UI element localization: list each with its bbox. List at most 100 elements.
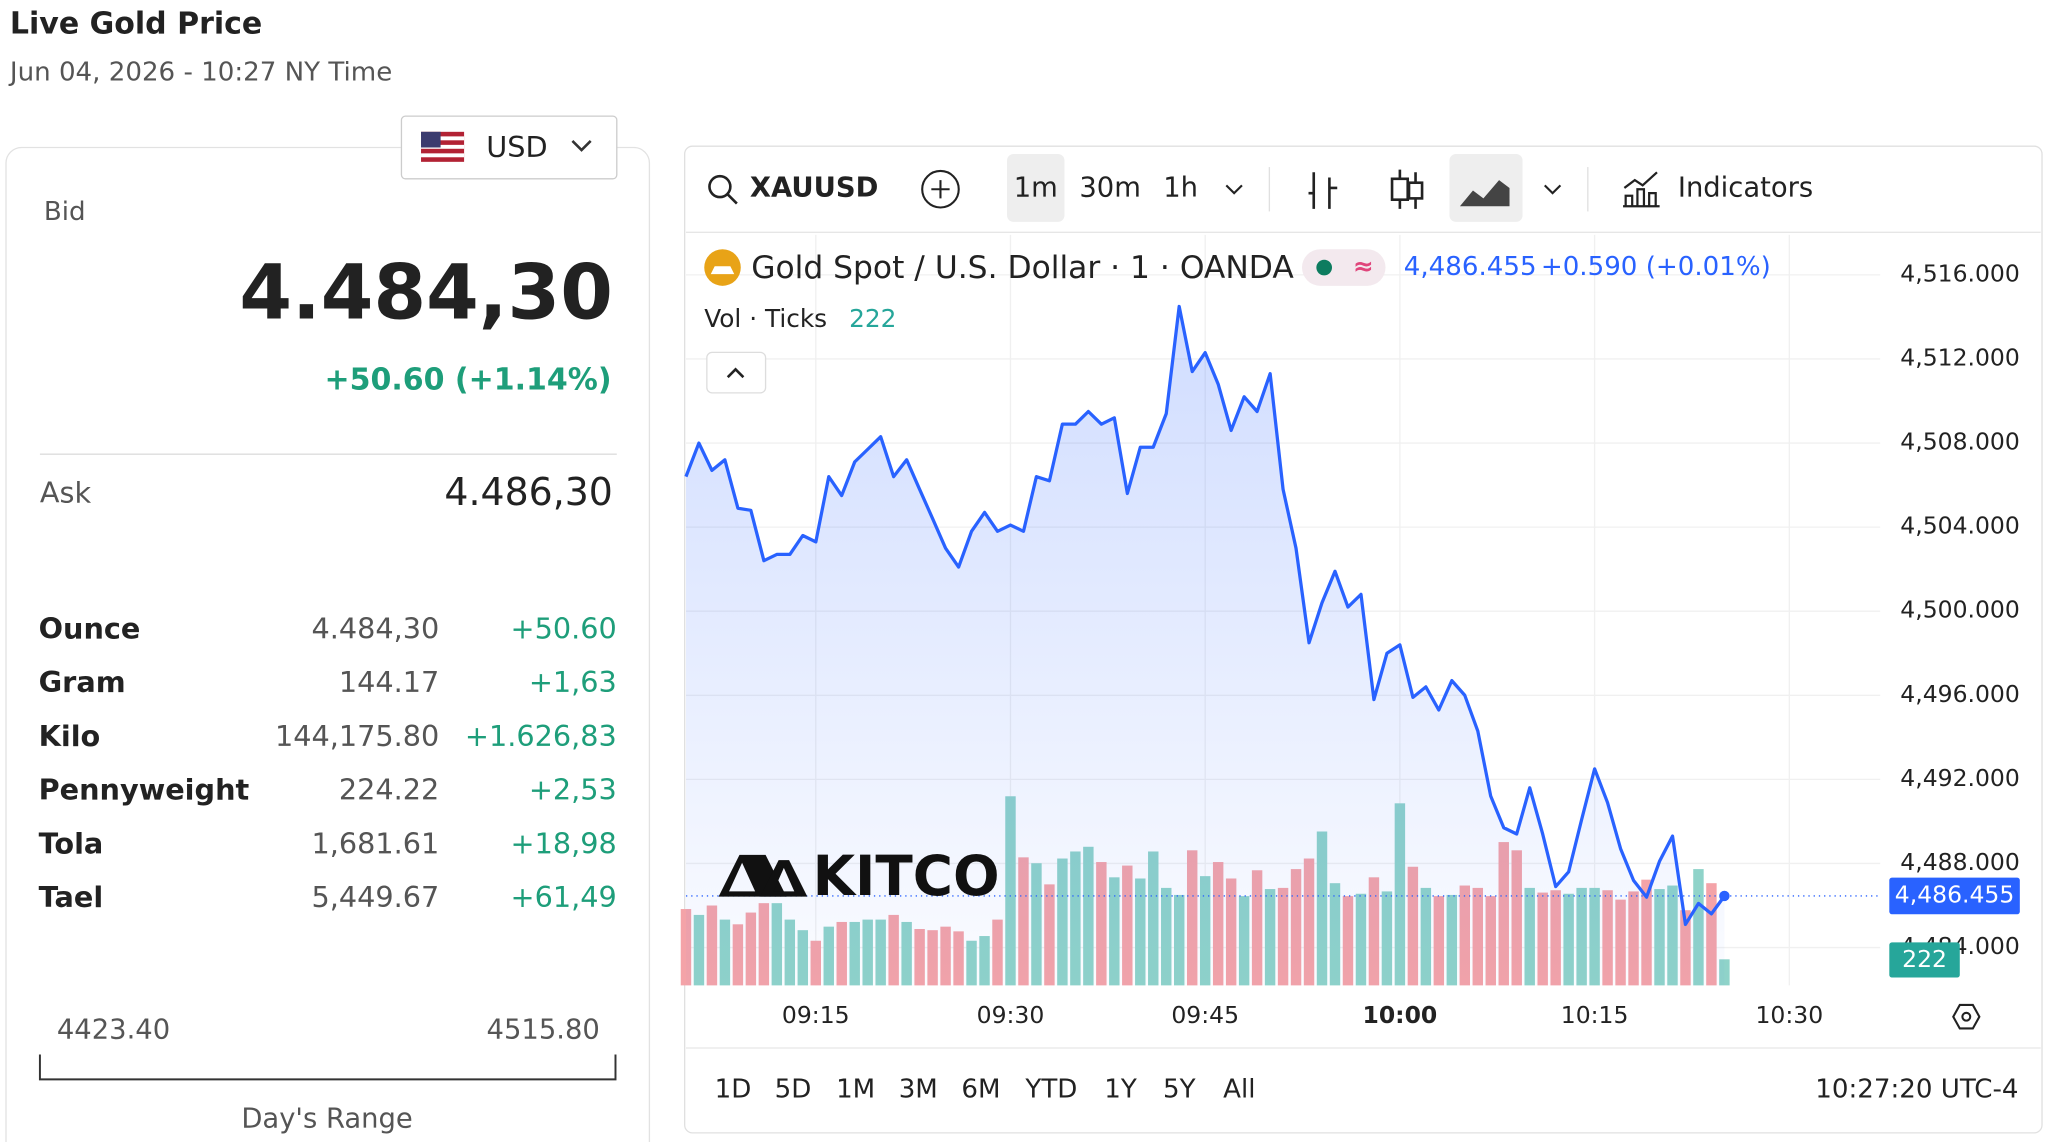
flag-stripe	[421, 136, 465, 141]
chart-style-active-bg	[1449, 154, 1523, 222]
volume-badge-label: 222	[1902, 945, 1947, 973]
y-tick-label: 4,512.000	[1900, 343, 2020, 371]
legend-change: +0.590 (+0.01%)	[1541, 252, 1771, 282]
candles-icon	[1390, 177, 1410, 201]
currency-select[interactable]: USD	[400, 115, 618, 180]
range-button[interactable]: 3M	[899, 1074, 938, 1104]
market-status	[1316, 259, 1333, 276]
unit-name: Gram	[39, 665, 126, 699]
range-buttons: 1D 5D 1M 3M 6M YTD 1Y 5Y All	[715, 1074, 1256, 1104]
symbol-logo	[710, 266, 735, 275]
bid-label: Bid	[44, 197, 86, 227]
clock: 10:27:20 UTC-4	[1815, 1074, 2018, 1104]
flag-stripe	[421, 144, 465, 149]
search-icon	[726, 193, 738, 205]
settings-icon[interactable]	[1952, 1003, 1981, 1030]
symbol[interactable]: XAUUSD	[750, 173, 878, 204]
y-tick-label: 4,500.000	[1900, 596, 2020, 624]
logo-text: KITCO	[813, 844, 1000, 908]
timestamp: Jun 04, 2026 - 10:27 NY Time	[8, 58, 392, 88]
range-button[interactable]: 1Y	[1104, 1074, 1137, 1104]
legend-title: Gold Spot / U.S. Dollar · 1 · OANDA	[751, 250, 1294, 286]
unit-price: 144,175.80	[275, 719, 439, 753]
interval-button[interactable]: 30m	[1079, 173, 1141, 204]
status-icon: ≈	[1353, 252, 1374, 281]
unit-price: 5,449.67	[311, 880, 439, 914]
ask-label: Ask	[40, 476, 92, 510]
last-point	[1719, 890, 1730, 902]
range-button[interactable]: 6M	[961, 1074, 1000, 1104]
indicators-icon[interactable]	[1623, 171, 1660, 208]
y-tick-label: 4,488.000	[1900, 848, 2020, 876]
unit-name: Tola	[39, 826, 104, 860]
y-tick-label: 4,504.000	[1900, 512, 2020, 540]
range-high: 4515.80	[487, 1015, 600, 1046]
plus-icon	[931, 180, 950, 199]
ask-price: 4.486,30	[444, 470, 612, 514]
area-icon[interactable]	[1459, 180, 1510, 207]
collapse-icon	[726, 367, 745, 379]
y-tick-label: 4,516.000	[1900, 259, 2020, 287]
range-button[interactable]: 1D	[715, 1074, 752, 1104]
interval-button[interactable]: 1m	[1014, 173, 1058, 204]
x-tick-label: 10:30	[1755, 1001, 1823, 1029]
unit-price: 4.484,30	[311, 611, 439, 645]
unit-price: 224.22	[339, 773, 439, 807]
price-badge	[1889, 877, 2020, 915]
range-button[interactable]: 5D	[775, 1074, 812, 1104]
range-bracket	[38, 1054, 617, 1081]
unit-change: +50.60	[511, 611, 617, 645]
y-tick-label: 4,496.000	[1900, 680, 2020, 708]
x-tick-label: 10:15	[1561, 1001, 1629, 1029]
unit-table: Ounce 4.484,30 +50.60 Gram 144.17 +1,63 Kilo 14…	[39, 611, 617, 914]
legend-price: 4,486.455	[1404, 252, 1537, 282]
price-line	[684, 304, 1726, 927]
candles-icon	[1407, 181, 1424, 200]
collapse-button[interactable]	[706, 351, 767, 394]
unit-change: +61,49	[511, 880, 617, 914]
price-area	[685, 306, 1725, 986]
volume-legend: Vol · Ticks	[704, 304, 827, 333]
unit-change: +1,63	[529, 665, 617, 699]
settings-icon	[1961, 1011, 1972, 1022]
compare-button[interactable]	[921, 169, 960, 209]
chevron	[571, 140, 592, 152]
range-button[interactable]: YTD	[1024, 1074, 1077, 1104]
interval-button[interactable]: 1h	[1163, 173, 1198, 204]
x-tick-label: 09:30	[977, 1001, 1045, 1029]
unit-change: +1.626,83	[465, 719, 617, 753]
page-title: Live Gold Price	[10, 6, 262, 41]
range-low: 4423.40	[57, 1015, 170, 1046]
y-tick-label: 4,508.000	[1900, 428, 2020, 456]
x-tick-label: 10:00	[1363, 1001, 1438, 1029]
unit-price: 1,681.61	[311, 826, 439, 860]
range-button[interactable]: 1M	[836, 1074, 875, 1104]
unit-name: Ounce	[39, 611, 141, 645]
x-tick-label: 09:15	[782, 1001, 850, 1029]
search-icon[interactable]	[708, 174, 732, 199]
bid-change: +50.60 (+1.14%)	[324, 363, 611, 398]
bid-price: 4.484,30	[239, 249, 613, 337]
logo-mark	[760, 860, 808, 897]
unit-name: Kilo	[39, 719, 101, 753]
flag-stripe	[421, 153, 465, 158]
interval-active-bg	[1007, 154, 1065, 222]
range-button[interactable]: All	[1223, 1074, 1255, 1104]
y-tick-label: 4,492.000	[1900, 764, 2020, 792]
unit-price: 144.17	[339, 665, 439, 699]
chevron[interactable]	[1544, 184, 1562, 195]
status-pill[interactable]	[1301, 249, 1386, 286]
indicators-button[interactable]: Indicators	[1678, 173, 1813, 204]
flag-canton	[421, 131, 441, 148]
price-badge-label: 4,486.455	[1895, 880, 2015, 908]
unit-name: Pennyweight	[39, 773, 250, 807]
x-tick-label: 09:45	[1171, 1001, 1239, 1029]
bars-icon[interactable]	[1308, 172, 1338, 209]
volume-legend-value: 222	[849, 304, 896, 333]
chevron[interactable]	[1225, 184, 1243, 195]
volume-badge	[1889, 942, 1960, 978]
currency-label[interactable]: USD	[486, 130, 547, 164]
range-button[interactable]: 5Y	[1163, 1074, 1196, 1104]
range-label: Day's Range	[241, 1103, 412, 1134]
